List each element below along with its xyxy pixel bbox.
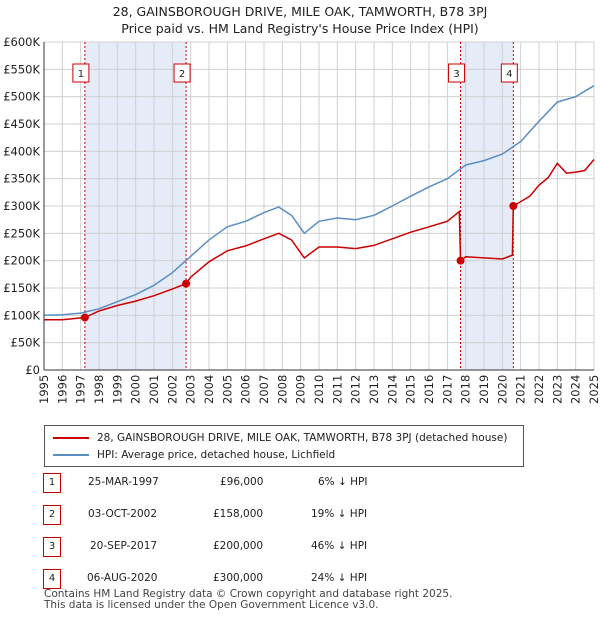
x-tick-label: 2000 (129, 375, 143, 404)
y-tick-label: £50K (11, 336, 41, 350)
legend-item-hpi: HPI: Average price, detached house, Lich… (53, 448, 335, 462)
x-tick-label: 2011 (330, 375, 344, 404)
sale-number-badge: 1 (43, 473, 61, 493)
sale-point (182, 279, 191, 288)
legend-swatch-hpi (53, 454, 89, 456)
legend-item-price-paid: 28, GAINSBOROUGH DRIVE, MILE OAK, TAMWOR… (53, 431, 507, 445)
y-tick-label: £0 (25, 363, 40, 377)
sale-number-label: 1 (78, 69, 84, 80)
legend-label-price-paid: 28, GAINSBOROUGH DRIVE, MILE OAK, TAMWOR… (97, 432, 508, 444)
sale-price: £158,000 (213, 508, 264, 520)
sale-number-box (72, 63, 90, 83)
footer-copyright: Contains HM Land Registry data © Crown c… (44, 588, 453, 600)
x-tick-label: 2003 (184, 375, 198, 404)
sale-hpi-diff: 19% ↓ HPI (311, 508, 368, 520)
x-tick-label: 2006 (239, 375, 253, 404)
y-tick-label: £550K (3, 62, 40, 76)
y-tick-label: £150K (3, 281, 40, 295)
sale-number-box (500, 63, 518, 83)
sale-point (456, 256, 465, 265)
sale-number-label: 4 (506, 69, 512, 80)
x-tick-label: 1998 (92, 375, 106, 404)
x-tick-label: 2019 (477, 375, 491, 404)
x-tick-label: 2002 (165, 375, 179, 404)
legend-swatch-price-paid (53, 437, 89, 439)
sale-date: 03-OCT-2002 (88, 508, 157, 520)
y-tick-label: £400K (3, 144, 40, 158)
x-tick-label: 2023 (550, 375, 564, 404)
x-tick-label: 1997 (74, 375, 88, 404)
sale-number-badge: 4 (43, 569, 61, 589)
y-tick-label: £450K (3, 117, 40, 131)
x-tick-label: 2017 (440, 375, 454, 404)
x-tick-label: 2004 (202, 375, 216, 404)
sale-date: 25-MAR-1997 (88, 476, 159, 488)
x-tick-label: 2005 (220, 375, 234, 404)
footer-attribution: Contains HM Land Registry data © Crown c… (44, 589, 452, 611)
sale-hpi-diff: 24% ↓ HPI (311, 572, 368, 584)
sale-row: 2 03-OCT-2002 £158,000 19% ↓ HPI (0, 505, 600, 525)
chart-title-address: 28, GAINSBOROUGH DRIVE, MILE OAK, TAMWOR… (112, 4, 488, 19)
price-chart: 1 2 3 4 £0 £50K £100K £150K £200K £250K £300K £350K… (3, 35, 600, 404)
x-tick-label: 2016 (422, 375, 436, 404)
y-tick-label: £100K (3, 308, 40, 322)
sale-point (509, 202, 518, 210)
sale-price: £96,000 (220, 476, 264, 488)
x-tick-label: 1996 (55, 375, 69, 404)
footer-licence: This data is licensed under the Open Gov… (44, 599, 379, 611)
y-tick-label: £250K (3, 226, 40, 240)
x-tick-label: 2009 (294, 375, 308, 404)
y-tick-label: £350K (3, 172, 40, 186)
x-tick-label: 1995 (37, 375, 51, 404)
sale-number-badge: 2 (43, 505, 61, 525)
x-tick-label: 2001 (147, 375, 161, 404)
sale-number-box (173, 63, 191, 83)
hpi-series-line (43, 85, 595, 317)
chart-legend: 28, GAINSBOROUGH DRIVE, MILE OAK, TAMWOR… (44, 425, 524, 467)
x-tick-label: 2013 (367, 375, 381, 404)
y-tick-label: £200K (3, 254, 40, 268)
y-tick-label: £600K (3, 35, 40, 49)
x-tick-label: 2012 (349, 375, 363, 404)
x-tick-label: 2020 (495, 375, 509, 404)
sale-row: 1 25-MAR-1997 £96,000 6% ↓ HPI (0, 473, 600, 493)
y-tick-label: £300K (3, 199, 40, 213)
sale-row: 3 20-SEP-2017 £200,000 46% ↓ HPI (0, 537, 600, 557)
sale-date: 20-SEP-2017 (90, 540, 158, 552)
x-tick-label: 2022 (532, 375, 546, 404)
x-tick-label: 2010 (312, 375, 326, 404)
x-tick-label: 1999 (110, 375, 124, 404)
sale-hpi-diff: 6% ↓ HPI (318, 476, 368, 488)
sale-price: £200,000 (213, 540, 264, 552)
x-tick-label: 2024 (569, 375, 583, 404)
sale-date: 06-AUG-2020 (87, 572, 158, 584)
price-paid-series-line (44, 159, 595, 321)
sale-hpi-diff: 46% ↓ HPI (311, 540, 368, 552)
x-tick-label: 2021 (514, 375, 528, 404)
sale-row: 4 06-AUG-2020 £300,000 24% ↓ HPI (0, 569, 600, 589)
x-tick-label: 2007 (257, 375, 271, 404)
sale-number-box (448, 63, 466, 83)
legend-label-hpi: HPI: Average price, detached house, Lich… (97, 449, 336, 461)
x-tick-label: 2014 (385, 375, 399, 404)
x-tick-label: 2008 (275, 375, 289, 404)
sale-number-badge: 3 (43, 537, 61, 557)
sale-price: £300,000 (213, 572, 264, 584)
y-tick-label: £500K (3, 90, 40, 104)
sale-number-label: 3 (453, 69, 459, 80)
sale-point (80, 313, 89, 322)
x-tick-label: 2018 (459, 375, 473, 404)
sale-number-label: 2 (179, 69, 185, 80)
x-tick-label: 2025 (587, 375, 600, 404)
chart-subtitle: Price paid vs. HM Land Registry's House … (121, 21, 479, 36)
x-tick-label: 2015 (404, 375, 418, 404)
